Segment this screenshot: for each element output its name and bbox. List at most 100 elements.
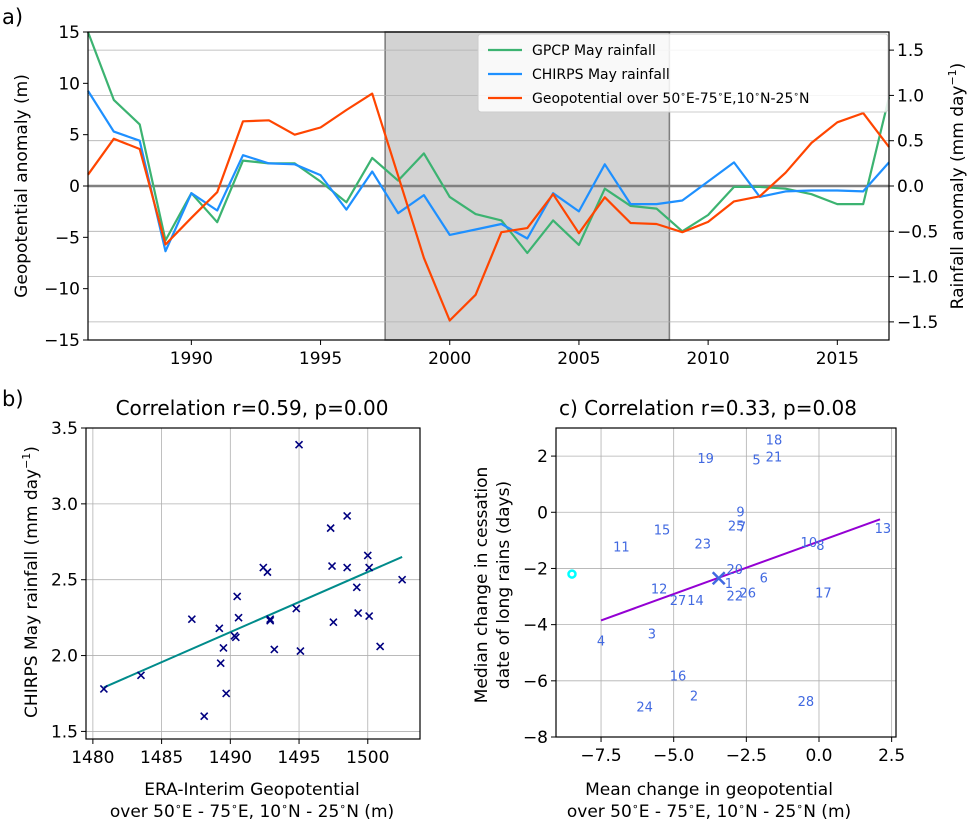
point-label: 20 xyxy=(726,563,743,578)
regression-line xyxy=(600,518,881,622)
y-tick-label: −2 xyxy=(523,559,548,579)
data-point xyxy=(294,440,304,449)
point-label: 26 xyxy=(740,587,757,602)
x-tick-label: 2010 xyxy=(686,349,729,369)
chart-title: c) Correlation r=0.33, p=0.08 xyxy=(559,396,857,420)
point-label: 3 xyxy=(648,627,656,642)
x-axis-ticks: 1990 1995 2000 2005 2010 2015 xyxy=(170,340,859,369)
y-tick-label: 15 xyxy=(58,23,80,43)
x-tick-label: 2.5 xyxy=(878,746,905,766)
data-point xyxy=(343,511,352,521)
x-tick-label: −2.5 xyxy=(726,746,767,766)
data-point xyxy=(222,689,231,698)
right-y-tick-label: 1.5 xyxy=(897,41,924,61)
point-label: 23 xyxy=(694,538,711,553)
x-tick-label: 1490 xyxy=(209,748,252,768)
series-line-2 xyxy=(87,90,890,253)
point-label: 16 xyxy=(670,670,687,685)
y-tick-label: −15 xyxy=(44,331,80,351)
x-tick-label: 0.0 xyxy=(805,746,832,766)
y-tick-label: 2 xyxy=(537,447,548,467)
y-tick-label: 0 xyxy=(69,177,80,197)
data-point xyxy=(266,616,275,625)
right-y-tick-label: 0.5 xyxy=(897,132,924,152)
right-y-tick-label: 0.0 xyxy=(897,177,924,197)
point-label: 27 xyxy=(670,594,687,609)
y-tick-label: 5 xyxy=(69,126,80,146)
data-point xyxy=(296,646,305,656)
right-y-tick-label: 1.0 xyxy=(897,86,924,106)
regression-line xyxy=(103,556,403,689)
point-label: 22 xyxy=(726,590,743,605)
point-label: 25 xyxy=(728,519,745,534)
legend-box xyxy=(477,33,889,113)
y-tick-label: −6 xyxy=(523,672,548,692)
panel-a-timeseries: 1990 1995 2000 2005 2010 2015 −15−10−5051015 … xyxy=(12,23,968,369)
y-tick-label: −8 xyxy=(523,728,548,748)
point-label: 14 xyxy=(687,594,704,609)
x-tick-label: 1995 xyxy=(299,349,342,369)
point-label: 21 xyxy=(766,450,783,465)
data-point xyxy=(200,712,209,721)
scatter-points xyxy=(99,440,407,721)
legend-label: CHIRPS May rainfall xyxy=(532,67,670,83)
plot-frame xyxy=(85,427,421,740)
point-label: 11 xyxy=(613,540,630,555)
panel-label-b: b) xyxy=(2,387,24,411)
y-axis-label: Geopotential anomaly (m) xyxy=(12,74,32,298)
right-y-axis-ticks: −1.5 −1.0 −0.5 0.0 0.5 1.0 1.5 xyxy=(889,41,938,333)
data-point xyxy=(215,624,224,633)
point-label: 6 xyxy=(760,571,768,586)
right-y-tick-label: −1.0 xyxy=(897,268,938,288)
data-point xyxy=(292,604,301,613)
legend-label: Geopotential over 50∘E-75∘E,10∘N-25∘N xyxy=(532,90,809,107)
point-label: 5 xyxy=(752,453,760,468)
data-point xyxy=(233,592,242,601)
y-axis-label: CHIRPS May rainfall (mm day−1) xyxy=(20,446,42,718)
point-label: 13 xyxy=(875,522,892,537)
point-label: 24 xyxy=(636,701,653,716)
point-label: 28 xyxy=(798,695,815,710)
data-point xyxy=(365,563,374,572)
x-axis-label: Mean change in geopotential xyxy=(585,780,833,800)
data-point xyxy=(216,659,225,668)
panel-label-a: a) xyxy=(2,5,23,29)
data-point xyxy=(363,551,372,560)
series-lines xyxy=(86,31,891,322)
data-point xyxy=(365,612,374,621)
y-axis-ticks: −8 −6 −4 −2 0 2 xyxy=(523,447,556,748)
x-axis-ticks: −7.5 −5.0 −2.5 0.0 2.5 xyxy=(580,737,905,766)
x-tick-label: 1990 xyxy=(170,349,213,369)
chart-title: Correlation r=0.59, p=0.00 xyxy=(116,396,389,420)
data-point xyxy=(219,643,228,653)
x-axis-label-line2: over 50∘E - 75∘E, 10∘N - 25∘N (m) xyxy=(110,800,394,822)
data-point xyxy=(187,615,196,624)
x-axis-label-line2: over 50∘E - 75∘E, 10∘N - 25∘N (m) xyxy=(567,800,851,822)
data-point xyxy=(343,563,352,572)
data-point xyxy=(352,583,361,592)
point-label: 15 xyxy=(654,524,671,539)
series-line-1 xyxy=(86,31,891,255)
data-point xyxy=(327,561,337,571)
y-tick-label: 1.5 xyxy=(51,722,78,742)
data-point xyxy=(136,671,146,680)
data-point xyxy=(234,613,243,622)
x-tick-label: 1485 xyxy=(140,748,183,768)
x-tick-label: 2015 xyxy=(816,349,859,369)
point-label: 4 xyxy=(597,634,605,649)
y-tick-label: −10 xyxy=(44,280,80,300)
y-tick-label: 10 xyxy=(58,74,80,94)
point-label: 2 xyxy=(690,689,698,704)
x-tick-label: 2005 xyxy=(557,349,600,369)
point-label: 19 xyxy=(697,452,714,467)
y-tick-label: 2.0 xyxy=(51,647,78,667)
legend-label: GPCP May rainfall xyxy=(532,43,656,59)
x-tick-label: 2000 xyxy=(428,349,471,369)
y-axis-label-line2: date of long rains (days) xyxy=(494,481,514,689)
plot-frame xyxy=(555,427,897,738)
data-point xyxy=(263,568,272,577)
x-axis-label: ERA-Interim Geopotential xyxy=(144,780,360,800)
x-tick-label: 1495 xyxy=(277,748,320,768)
series-line-3 xyxy=(87,92,890,322)
